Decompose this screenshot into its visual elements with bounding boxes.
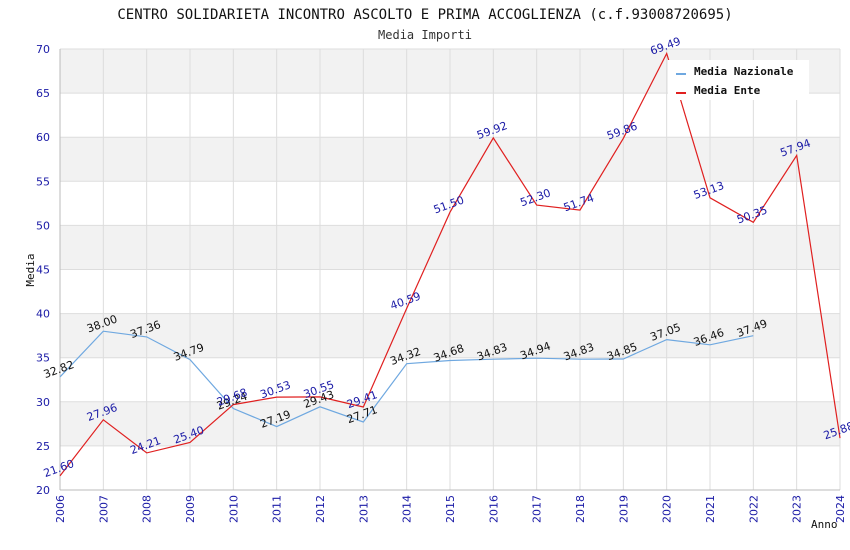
x-tick-label: 2010 bbox=[227, 495, 240, 523]
x-axis-ticks: 2006 2007 2008 2009 2010 2011 2012 2013 2014 2015… bbox=[54, 495, 847, 523]
y-tick-label: 70 bbox=[36, 43, 50, 56]
x-tick-label: 2017 bbox=[531, 495, 544, 523]
series-line-media-ente bbox=[59, 51, 841, 477]
x-tick-label: 2016 bbox=[487, 495, 500, 523]
x-tick-label: 2023 bbox=[791, 495, 804, 523]
legend-item-ente: Media Ente bbox=[694, 84, 761, 97]
series-lines bbox=[59, 51, 841, 477]
y-axis-ticks: 20 25 30 35 40 45 50 55 60 65 70 bbox=[36, 43, 50, 497]
x-tick-label: 2020 bbox=[661, 495, 674, 523]
x-tick-label: 2024 bbox=[834, 495, 847, 523]
legend-background bbox=[668, 60, 809, 100]
x-tick-label: 2007 bbox=[97, 495, 110, 523]
y-tick-label: 30 bbox=[36, 396, 50, 409]
x-tick-label: 2012 bbox=[314, 495, 327, 523]
x-axis-label: Anno bbox=[811, 518, 838, 531]
x-tick-label: 2008 bbox=[141, 495, 154, 523]
y-tick-label: 60 bbox=[36, 131, 50, 144]
x-tick-label: 2011 bbox=[271, 495, 284, 523]
x-tick-label: 2021 bbox=[704, 495, 717, 523]
x-tick-label: 2019 bbox=[617, 495, 630, 523]
y-tick-label: 50 bbox=[36, 219, 50, 232]
y-tick-label: 55 bbox=[36, 175, 50, 188]
x-tick-label: 2022 bbox=[747, 495, 760, 523]
y-tick-label: 65 bbox=[36, 87, 50, 100]
y-axis-label: Media bbox=[24, 253, 37, 286]
x-tick-label: 2009 bbox=[184, 495, 197, 523]
y-tick-label: 20 bbox=[36, 484, 50, 497]
chart-subtitle: Media Importi bbox=[378, 28, 472, 42]
y-tick-label: 35 bbox=[36, 352, 50, 365]
gridlines bbox=[59, 48, 841, 491]
y-tick-label: 40 bbox=[36, 308, 50, 321]
y-tick-label: 25 bbox=[36, 440, 50, 453]
x-tick-label: 2015 bbox=[444, 495, 457, 523]
y-tick-label: 45 bbox=[36, 264, 50, 277]
legend: Media Nazionale Media Ente bbox=[668, 60, 809, 100]
x-tick-label: 2006 bbox=[54, 495, 67, 523]
x-tick-label: 2018 bbox=[574, 495, 587, 523]
x-tick-label: 2013 bbox=[357, 495, 370, 523]
x-tick-label: 2014 bbox=[401, 495, 414, 523]
legend-item-naz: Media Nazionale bbox=[694, 65, 794, 78]
chart-title: CENTRO SOLIDARIETA INCONTRO ASCOLTO E PR… bbox=[117, 7, 732, 23]
series-line-media-nazionale bbox=[59, 330, 754, 428]
